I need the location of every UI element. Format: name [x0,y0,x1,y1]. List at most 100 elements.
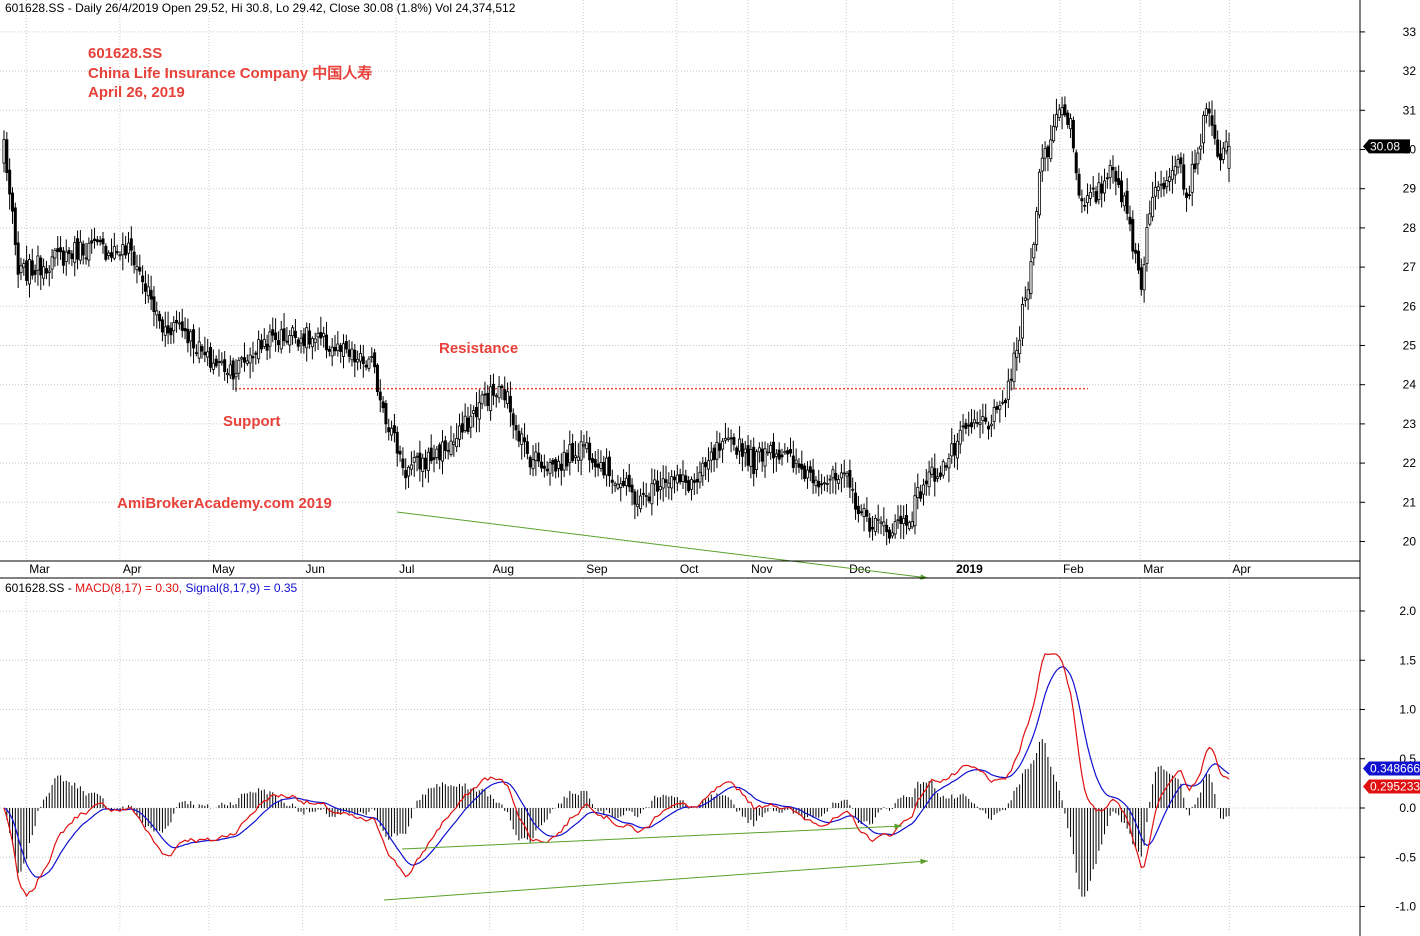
candle [228,355,232,379]
candle [1060,96,1064,130]
candle-body [907,522,911,530]
candle [913,482,917,535]
candle-body [568,444,572,464]
candle-body [61,250,65,266]
candle [163,311,167,347]
candle-body [1199,145,1203,150]
candle-body [1080,198,1084,202]
candle-body [299,337,303,344]
candle [709,441,713,473]
candle-body [1168,176,1172,182]
x-tick-label: Nov [751,562,772,576]
candle [888,527,892,544]
candle-body [271,329,275,336]
candle-body [622,480,626,486]
macd-y-axis: -1.0-0.50.00.51.01.52.0 [1360,604,1416,914]
candle [259,333,263,354]
candle [1023,286,1027,307]
candle [172,316,176,344]
candle [197,327,201,364]
candle [664,465,668,498]
candle-body [953,443,957,456]
candle-body [695,478,699,483]
candle [1043,141,1047,172]
candlesticks [2,96,1231,546]
candle [13,202,17,256]
candle-body [1170,170,1174,180]
candle-body [698,471,702,483]
candle [132,245,136,274]
candle [1187,185,1191,200]
candle [418,440,422,482]
candle-body [53,249,57,259]
candle-body [687,480,691,492]
candle-body [1193,163,1197,170]
candle [497,376,501,403]
candle [644,482,648,508]
candle-body [149,289,153,300]
candle-body [197,341,201,359]
candle-body [129,238,133,251]
candle-body [192,329,196,349]
candle [752,437,756,487]
candle [146,274,150,304]
candle [706,447,710,483]
x-tick-label: Jul [399,562,414,576]
candle [670,469,674,501]
candle [1069,113,1073,139]
candle-body [633,491,637,505]
candle-body [984,417,988,422]
y-tick-label: 31 [1403,103,1417,117]
candle-body [279,329,283,350]
candle [282,313,286,347]
candle-body [1136,250,1140,271]
candle [910,511,914,530]
candle [613,481,617,493]
candle-body [613,483,617,486]
candle-body [486,392,490,406]
candle-body [627,474,631,488]
x-tick-label: Jun [306,562,325,576]
candle [192,324,196,364]
candle-body [763,448,767,467]
candle [356,350,360,371]
candle-body [143,283,147,292]
candle-body [293,330,297,338]
candle-body [2,139,6,164]
candle-body [336,343,340,351]
candle [158,310,162,329]
candle-body [1066,112,1070,126]
candle-body [528,456,532,468]
candle [1122,192,1126,212]
candle [333,335,337,356]
candle [837,474,841,490]
candle [463,403,467,433]
candle [296,337,300,352]
candle-body [305,327,309,349]
candle-body [1216,139,1220,157]
candle [112,232,116,261]
candle-body [746,445,750,466]
candle-body [180,321,184,331]
candle-body [808,466,812,473]
candle-body [1052,125,1056,142]
candle-body [1117,178,1121,186]
candle-body [571,442,575,462]
candle-body [1083,204,1087,207]
candle-body [203,351,207,356]
candle [924,469,928,496]
candle [152,286,156,327]
candle [251,341,255,373]
candle [585,430,589,454]
candle-body [593,459,597,468]
arrow-head [920,858,928,865]
candle-body [1173,166,1177,176]
y-tick-label: 2.0 [1399,604,1416,618]
candle-body [358,353,362,362]
candle [851,477,855,504]
candle-body [862,508,866,517]
candle-body [460,423,464,433]
candle [588,436,592,473]
candle-body [534,451,538,462]
candle [1077,168,1081,199]
